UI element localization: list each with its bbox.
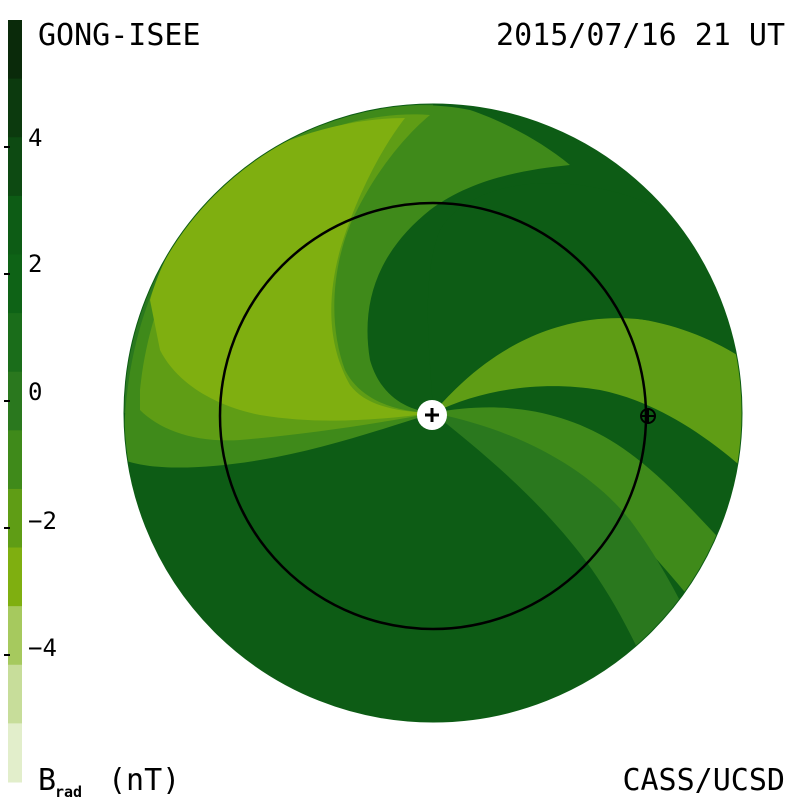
colorbar-label-sub: rad — [55, 783, 82, 800]
colorbar-swatch — [8, 20, 22, 80]
source-label: GONG-ISEE — [38, 18, 201, 53]
spiral-arm-right — [433, 318, 742, 470]
disk-edge — [123, 103, 743, 723]
colorbar-swatch — [8, 78, 22, 138]
colorbar — [4, 20, 22, 783]
colorbar-swatch — [8, 254, 22, 314]
colorbar-label: B rad (nT) — [38, 763, 180, 800]
dark-lobe-ur — [427, 183, 742, 413]
colorbar-swatch — [8, 137, 22, 197]
colorbar-ticks: 4 2 0 −2 −4 — [28, 124, 57, 662]
colorbar-tick-label: 2 — [28, 250, 42, 278]
colorbar-swatch — [8, 430, 22, 490]
colorbar-swatch — [8, 547, 22, 607]
timestamp-label: 2015/07/16 21 UT — [496, 18, 785, 53]
credit-label: CASS/UCSD — [622, 763, 785, 798]
colorbar-tick-label: −4 — [28, 634, 57, 662]
earth-icon — [640, 408, 656, 424]
colorbar-swatch — [8, 723, 22, 783]
colorbar-swatch — [8, 371, 22, 431]
colorbar-label-main: B — [38, 763, 56, 798]
colorbar-tick-label: 0 — [28, 378, 42, 406]
colorbar-swatch — [8, 664, 22, 724]
spiral-arm-ul-inner — [150, 118, 433, 421]
colorbar-swatch — [8, 313, 22, 373]
colorbar-swatch — [8, 606, 22, 666]
spiral-arm-lr-inner — [433, 413, 700, 700]
colorbar-tick-label: −2 — [28, 507, 57, 535]
colorbar-swatch — [8, 195, 22, 255]
colorbar-label-unit: (nT) — [108, 763, 180, 798]
colorbar-tick-label: 4 — [28, 124, 42, 152]
colorbar-swatch — [8, 488, 22, 549]
sun-icon — [417, 400, 447, 430]
spiral-arm-lr-outer — [433, 407, 740, 660]
